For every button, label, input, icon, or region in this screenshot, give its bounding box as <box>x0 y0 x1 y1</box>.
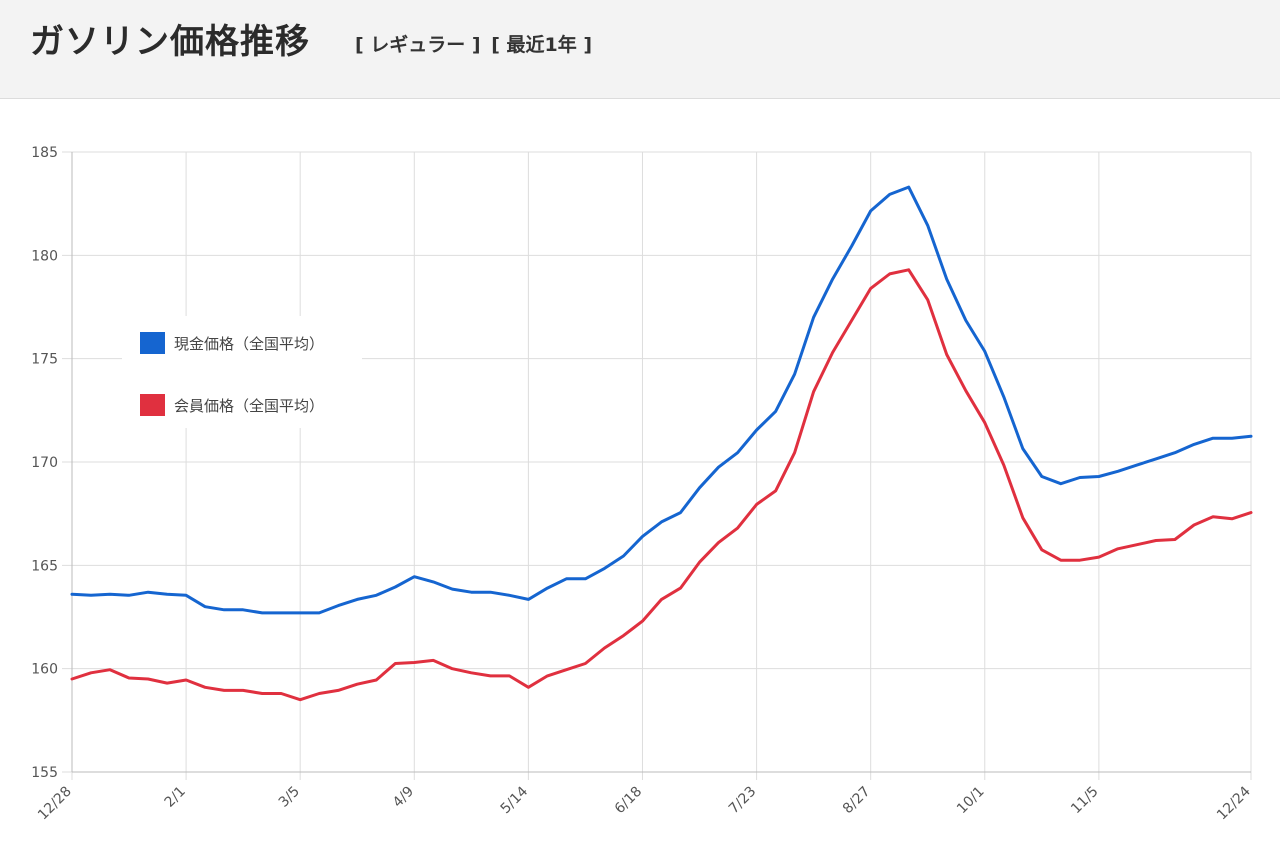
member-price-line <box>70 268 1253 702</box>
page-title: ガソリン価格推移 <box>30 22 310 62</box>
x-tick-label: 6/18 <box>612 784 646 818</box>
x-tick-label: 5/14 <box>498 783 532 817</box>
y-tick-label: 180 <box>31 248 58 264</box>
fuel-type-filter[interactable]: [ レギュラー ] <box>355 34 481 56</box>
y-tick-label: 160 <box>31 662 58 678</box>
y-tick-label: 175 <box>31 352 58 368</box>
legend-label-cash[interactable]: 現金価格（全国平均） <box>174 335 324 353</box>
series-lines <box>70 185 1253 702</box>
cash-price-line <box>70 185 1253 615</box>
y-tick-label: 170 <box>31 455 58 471</box>
x-tick-label: 8/27 <box>840 784 874 818</box>
grid-lines <box>62 151 1252 780</box>
y-tick-label: 155 <box>31 765 58 781</box>
legend[interactable]: 現金価格（全国平均） 会員価格（全国平均） <box>122 316 362 428</box>
x-tick-label: 3/5 <box>276 784 303 811</box>
y-tick-label: 185 <box>31 145 58 161</box>
x-tick-label: 12/24 <box>1214 783 1254 823</box>
x-tick-label: 4/9 <box>390 784 417 811</box>
legend-label-member[interactable]: 会員価格（全国平均） <box>174 397 324 415</box>
legend-swatch-cash[interactable] <box>140 332 165 354</box>
x-tick-label: 2/1 <box>162 784 189 811</box>
x-tick-label: 7/23 <box>726 784 760 818</box>
legend-swatch-member[interactable] <box>140 394 165 416</box>
y-tick-label: 165 <box>31 558 58 574</box>
x-tick-label: 11/5 <box>1068 784 1102 818</box>
period-filter[interactable]: [ 最近1年 ] <box>491 34 593 56</box>
header-bar: ガソリン価格推移 [ レギュラー ] [ 最近1年 ] <box>0 0 1280 99</box>
x-tick-label: 12/28 <box>35 784 75 824</box>
x-tick-label: 10/1 <box>954 784 988 818</box>
price-line-chart: 155 160 165 170 175 180 185 12/28 2/1 3/5 4/9 5/14 6… <box>31 145 1254 824</box>
chart-filters: [ レギュラー ] [ 最近1年 ] <box>355 30 596 57</box>
